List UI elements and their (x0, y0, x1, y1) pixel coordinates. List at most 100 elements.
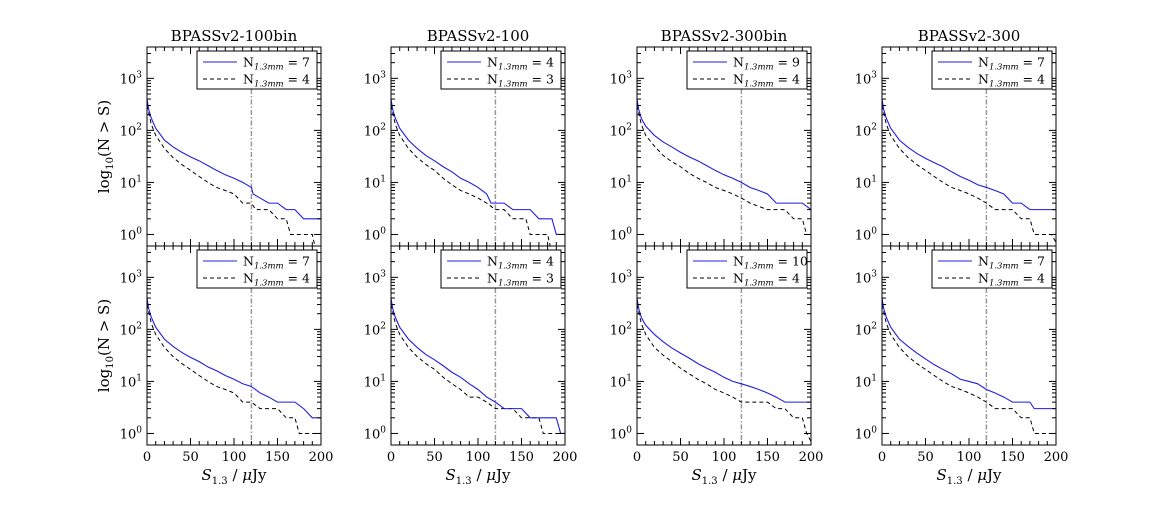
legend-entry-solid-label: N1.3mm = 7 (243, 254, 310, 272)
panel-1-1: 100 101 102 103 0 50 100 150 200 S1.3 / μJy N1.3mm… (364, 245, 578, 487)
y-tick-label: 101 (120, 174, 142, 191)
y-tick-label: 101 (855, 373, 877, 390)
x-tick-label: 100 (222, 450, 247, 465)
dashed-series-line (147, 304, 321, 434)
y-tick-label: 100 (120, 226, 143, 243)
y-tick-label: 103 (610, 269, 633, 286)
legend-box (931, 50, 1053, 90)
x-tick-label: 0 (143, 450, 151, 465)
dashed-series-line (391, 304, 561, 434)
legend: N1.3mm = 4N1.3mm = 3 (440, 249, 562, 289)
panel-1-3: 100 101 102 103 0 50 100 150 200 S1.3 / μJy N1.3mm… (855, 245, 1069, 487)
legend-entry-dashed-label: N1.3mm = 4 (978, 72, 1045, 90)
x-axis-label: S1.3 / μJy (936, 466, 1002, 487)
x-tick-label: 50 (672, 450, 689, 465)
y-tick-label: 103 (855, 70, 878, 87)
panel-1-2: 100 101 102 103 0 50 100 150 200 S1.3 / μJy N1.3mm… (610, 245, 824, 487)
legend-entry-solid-label: N1.3mm = 9 (733, 55, 800, 73)
legend-box (196, 50, 318, 90)
y-tick-label: 101 (364, 373, 386, 390)
x-tick-label: 150 (1000, 450, 1025, 465)
y-tick-label: 102 (610, 122, 632, 139)
x-tick-label: 200 (1044, 450, 1069, 465)
dashed-series-line (637, 105, 811, 235)
x-axis-label: S1.3 / μJy (691, 466, 757, 487)
y-tick-label: 103 (364, 269, 387, 286)
y-tick-label: 101 (855, 174, 877, 191)
legend-box (686, 50, 808, 90)
y-tick-label: 101 (120, 373, 142, 390)
legend: N1.3mm = 7N1.3mm = 4 (931, 249, 1053, 289)
legend-box (440, 249, 562, 289)
x-tick-label: 50 (426, 450, 443, 465)
x-tick-label: 200 (309, 450, 334, 465)
y-tick-label: 103 (610, 70, 633, 87)
y-tick-label: 101 (610, 174, 632, 191)
legend-box (931, 249, 1053, 289)
y-tick-label: 103 (855, 269, 878, 286)
panel-1-0: 100 101 102 103 0 50 100 150 200 S1.3 / μJy log10(… (95, 245, 334, 487)
x-tick-label: 100 (712, 450, 737, 465)
y-tick-label: 101 (610, 373, 632, 390)
legend-entry-solid-label: N1.3mm = 10 (733, 254, 808, 272)
y-tick-label: 101 (364, 174, 386, 191)
dashed-series-line (391, 105, 551, 246)
y-tick-label: 100 (855, 425, 878, 442)
legend: N1.3mm = 7N1.3mm = 4 (931, 50, 1053, 90)
y-tick-label: 103 (120, 70, 143, 87)
legend-entry-dashed-label: N1.3mm = 3 (487, 72, 554, 90)
y-tick-label: 100 (610, 425, 633, 442)
x-tick-label: 0 (633, 450, 641, 465)
solid-series-line (147, 98, 321, 220)
solid-series-line (882, 297, 1056, 410)
legend-entry-dashed-label: N1.3mm = 4 (733, 271, 800, 289)
dashed-series-line (147, 105, 316, 246)
solid-series-line (147, 297, 321, 419)
y-tick-label: 103 (364, 70, 387, 87)
x-tick-label: 50 (917, 450, 934, 465)
dashed-series-line (882, 304, 1056, 434)
x-tick-label: 200 (553, 450, 578, 465)
y-tick-label: 102 (120, 122, 142, 139)
y-tick-label: 102 (610, 321, 632, 338)
legend-entry-dashed-label: N1.3mm = 4 (243, 72, 310, 90)
x-tick-label: 0 (878, 450, 886, 465)
x-axis-label: S1.3 / μJy (445, 466, 511, 487)
legend-entry-solid-label: N1.3mm = 7 (243, 55, 310, 73)
y-axis-label: log10(N > S) (95, 299, 116, 392)
x-tick-label: 0 (387, 450, 395, 465)
legend-box (196, 249, 318, 289)
dashed-series-line (882, 105, 1056, 243)
y-tick-label: 102 (364, 321, 386, 338)
solid-series-line (391, 297, 565, 435)
y-tick-label: 103 (120, 269, 143, 286)
panel-title: BPASSv2-300bin (661, 27, 788, 45)
legend: N1.3mm = 4N1.3mm = 3 (440, 50, 562, 90)
solid-series-line (637, 297, 811, 403)
solid-series-line (391, 98, 565, 235)
legend-entry-solid-label: N1.3mm = 4 (487, 254, 554, 272)
legend-entry-solid-label: N1.3mm = 7 (978, 254, 1045, 272)
y-tick-label: 102 (855, 122, 877, 139)
y-tick-label: 100 (364, 425, 387, 442)
x-tick-label: 150 (265, 450, 290, 465)
x-tick-label: 150 (509, 450, 534, 465)
solid-series-line (882, 98, 1056, 211)
y-axis-label: log10(N > S) (95, 100, 116, 193)
legend-entry-dashed-label: N1.3mm = 4 (733, 72, 800, 90)
y-tick-label: 100 (610, 226, 633, 243)
legend-entry-dashed-label: N1.3mm = 4 (978, 271, 1045, 289)
panel-title: BPASSv2-300 (918, 27, 1021, 45)
x-tick-label: 150 (755, 450, 780, 465)
y-tick-label: 102 (855, 321, 877, 338)
legend-box (440, 50, 562, 90)
x-tick-label: 100 (466, 450, 491, 465)
solid-series-line (637, 98, 811, 211)
x-tick-label: 50 (182, 450, 199, 465)
x-tick-label: 200 (799, 450, 824, 465)
panel-title: BPASSv2-100 (427, 27, 530, 45)
legend-entry-solid-label: N1.3mm = 4 (487, 55, 554, 73)
legend-entry-dashed-label: N1.3mm = 3 (487, 271, 554, 289)
legend: N1.3mm = 7N1.3mm = 4 (196, 249, 318, 289)
